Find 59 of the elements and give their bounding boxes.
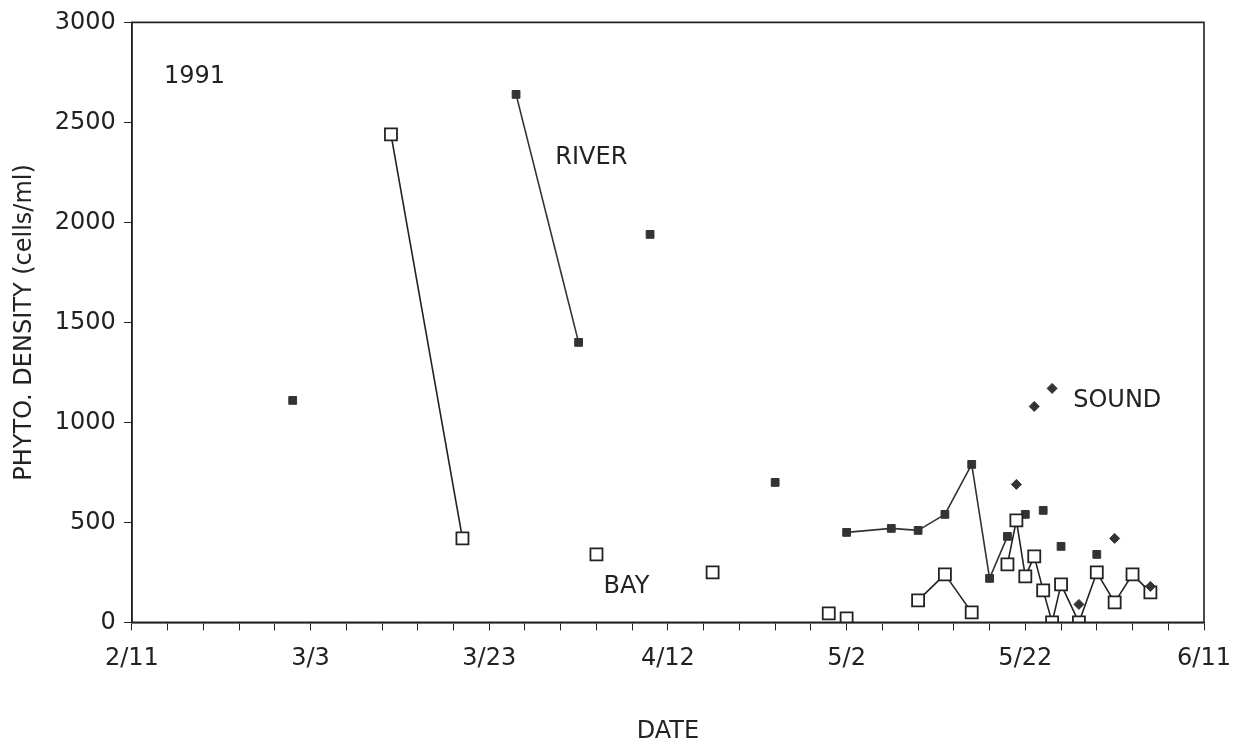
point xyxy=(770,478,780,487)
point xyxy=(911,593,926,608)
point xyxy=(985,574,994,583)
y-tick-label: 500 xyxy=(70,506,116,535)
point xyxy=(511,90,521,99)
point xyxy=(1144,580,1156,592)
point xyxy=(1028,400,1040,412)
y-axis-title: PHYTO. DENSITY (cells/ml) xyxy=(8,164,37,481)
point xyxy=(1056,542,1066,551)
point xyxy=(1000,557,1015,572)
y-tick-label: 2000 xyxy=(54,206,116,235)
point xyxy=(842,528,852,537)
point xyxy=(1054,577,1068,592)
x-tick-label: 5/2 xyxy=(827,643,866,672)
point xyxy=(839,611,854,623)
series-label: SOUND xyxy=(1073,384,1162,413)
x-tick-label: 4/12 xyxy=(640,643,695,672)
point xyxy=(1089,565,1104,580)
point xyxy=(1038,506,1048,515)
point xyxy=(1010,478,1022,490)
y-tick-label: 1000 xyxy=(54,406,116,435)
series-label: BAY xyxy=(603,570,650,599)
text: RIVER xyxy=(555,141,628,170)
point xyxy=(1009,513,1024,528)
x-tick-label: 3/3 xyxy=(291,643,330,672)
point xyxy=(288,396,298,405)
annotation: 1991 xyxy=(163,60,225,89)
y-tick-label: 2500 xyxy=(54,106,116,135)
point xyxy=(964,605,979,620)
point xyxy=(645,230,655,239)
y-tick-label: 0 xyxy=(100,606,116,635)
point xyxy=(574,338,583,347)
point xyxy=(589,547,604,562)
x-axis-title: DATE xyxy=(636,715,700,744)
point xyxy=(821,606,836,621)
x-tick-label: 2/11 xyxy=(104,643,159,672)
point xyxy=(384,127,398,142)
point xyxy=(937,567,952,582)
x-tick-label: 3/23 xyxy=(462,643,517,672)
point xyxy=(1092,550,1102,559)
point xyxy=(1018,569,1033,584)
point xyxy=(1107,595,1122,610)
point xyxy=(886,524,896,533)
point xyxy=(1073,598,1085,610)
point xyxy=(1027,549,1042,564)
point xyxy=(1046,382,1058,394)
point xyxy=(1125,567,1140,582)
point xyxy=(705,565,720,580)
point xyxy=(940,510,950,519)
x-tick-label: 6/11 xyxy=(1177,643,1231,672)
point xyxy=(1109,532,1121,544)
y-tick-label: 3000 xyxy=(54,6,116,35)
point xyxy=(1003,532,1012,541)
point xyxy=(913,526,923,535)
point xyxy=(1036,583,1051,598)
y-tick-label: 1500 xyxy=(54,306,116,335)
point xyxy=(455,531,470,546)
point xyxy=(967,460,977,469)
x-tick-label: 5/22 xyxy=(998,643,1053,672)
